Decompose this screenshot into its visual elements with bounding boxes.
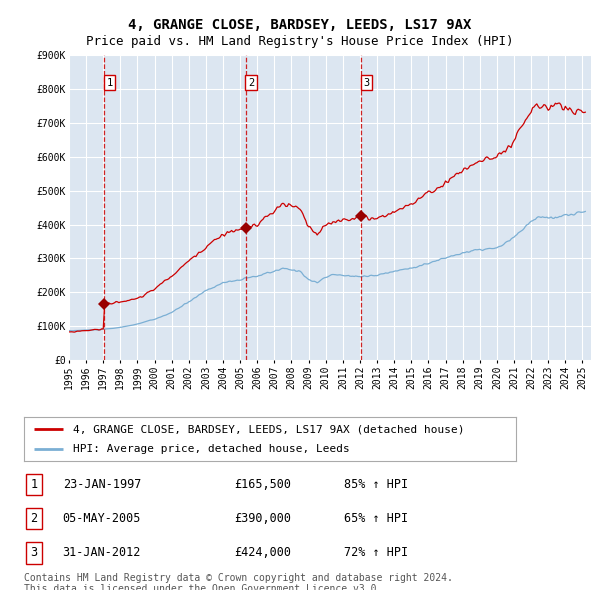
- Text: 1: 1: [106, 77, 113, 87]
- Text: £165,500: £165,500: [234, 478, 291, 491]
- Text: 85% ↑ HPI: 85% ↑ HPI: [344, 478, 408, 491]
- Text: 72% ↑ HPI: 72% ↑ HPI: [344, 546, 408, 559]
- Text: This data is licensed under the Open Government Licence v3.0.: This data is licensed under the Open Gov…: [24, 584, 382, 590]
- Text: 65% ↑ HPI: 65% ↑ HPI: [344, 512, 408, 525]
- Text: 4, GRANGE CLOSE, BARDSEY, LEEDS, LS17 9AX (detached house): 4, GRANGE CLOSE, BARDSEY, LEEDS, LS17 9A…: [73, 424, 465, 434]
- Text: 31-JAN-2012: 31-JAN-2012: [62, 546, 141, 559]
- Text: 2: 2: [31, 512, 37, 525]
- Text: 3: 3: [364, 77, 370, 87]
- Text: 4, GRANGE CLOSE, BARDSEY, LEEDS, LS17 9AX: 4, GRANGE CLOSE, BARDSEY, LEEDS, LS17 9A…: [128, 18, 472, 32]
- Text: £390,000: £390,000: [234, 512, 291, 525]
- Text: Price paid vs. HM Land Registry's House Price Index (HPI): Price paid vs. HM Land Registry's House …: [86, 35, 514, 48]
- Text: £424,000: £424,000: [234, 546, 291, 559]
- Text: HPI: Average price, detached house, Leeds: HPI: Average price, detached house, Leed…: [73, 444, 350, 454]
- Text: 1: 1: [31, 478, 37, 491]
- Text: Contains HM Land Registry data © Crown copyright and database right 2024.: Contains HM Land Registry data © Crown c…: [24, 573, 453, 584]
- Text: 2: 2: [248, 77, 254, 87]
- Text: 23-JAN-1997: 23-JAN-1997: [62, 478, 141, 491]
- Text: 05-MAY-2005: 05-MAY-2005: [62, 512, 141, 525]
- Text: 3: 3: [31, 546, 37, 559]
